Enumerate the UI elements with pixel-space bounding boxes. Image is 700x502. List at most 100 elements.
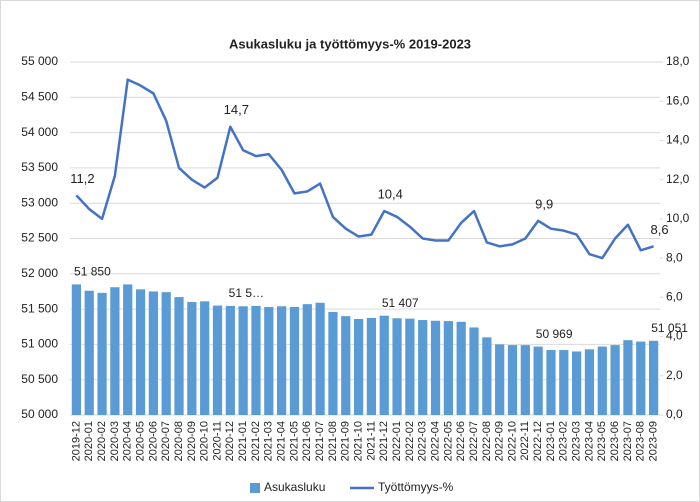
x-tick-label: 2021-05 — [288, 421, 300, 461]
x-tick-label: 2021-01 — [237, 421, 249, 461]
line-value-label: 11,2 — [70, 171, 94, 186]
y2-tick-label: 4,0 — [666, 329, 683, 343]
line-value-label: 14,7 — [224, 102, 249, 117]
legend-swatch — [250, 483, 260, 493]
bar — [328, 311, 338, 415]
bar — [418, 320, 428, 415]
y-tick-label: 54 000 — [21, 125, 58, 139]
y2-tick-label: 0,0 — [666, 407, 683, 421]
bar — [97, 292, 107, 415]
y2-tick-label: 14,0 — [666, 133, 690, 147]
bar — [533, 346, 543, 415]
x-tick-label: 2020-12 — [224, 421, 236, 461]
bar — [110, 287, 120, 415]
x-tick-label: 2022-09 — [494, 421, 506, 461]
legend-label: Työttömyys-% — [378, 480, 454, 494]
bar — [597, 346, 607, 415]
x-tick-label: 2020-06 — [147, 421, 159, 461]
x-tick-label: 2022-11 — [519, 421, 531, 461]
bar — [200, 301, 210, 415]
x-tick-label: 2021-02 — [250, 421, 262, 461]
bar — [148, 291, 158, 415]
bar — [251, 305, 261, 415]
x-tick-label: 2021-07 — [314, 421, 326, 461]
bar — [507, 345, 518, 415]
x-tick-label: 2021-12 — [378, 421, 390, 461]
bar — [482, 337, 492, 415]
x-tick-label: 2020-09 — [186, 421, 198, 461]
bar — [135, 289, 146, 415]
bar — [443, 321, 453, 415]
bar — [610, 345, 620, 415]
y2-tick-label: 6,0 — [666, 290, 683, 304]
bar — [520, 345, 530, 415]
bar — [546, 350, 556, 415]
bar — [238, 306, 248, 415]
bar-value-label: 51 850 — [74, 265, 111, 279]
y-tick-label: 53 000 — [21, 195, 58, 209]
x-tick-label: 2022-04 — [429, 421, 441, 461]
y2-tick-label: 10,0 — [666, 211, 690, 225]
bar-value-label: 51 407 — [382, 296, 419, 310]
x-tick-label: 2022-12 — [532, 421, 544, 461]
x-tick-label: 2020-05 — [134, 421, 146, 461]
y-tick-label: 50 000 — [21, 407, 58, 421]
bar — [559, 350, 569, 415]
x-tick-label: 2023-04 — [583, 421, 595, 461]
bar — [648, 340, 659, 415]
x-tick-label: 2021-08 — [327, 421, 339, 461]
x-tick-label: 2020-01 — [83, 421, 95, 461]
x-tick-label: 2023-08 — [635, 421, 647, 461]
bar — [264, 306, 274, 415]
x-tick-label: 2023-07 — [622, 421, 634, 461]
y2-tick-label: 16,0 — [666, 93, 690, 107]
bar-value-label: 50 969 — [536, 327, 573, 341]
y-tick-label: 51 500 — [21, 301, 58, 315]
bar — [456, 321, 466, 415]
x-tick-label: 2020-08 — [173, 421, 185, 461]
x-tick-label: 2021-04 — [276, 421, 288, 461]
y-tick-label: 53 500 — [21, 160, 58, 174]
x-tick-label: 2023-05 — [596, 421, 608, 461]
bar — [469, 327, 479, 415]
x-tick-label: 2022-10 — [506, 421, 518, 461]
bar — [405, 318, 415, 415]
y-tick-label: 51 000 — [21, 337, 58, 351]
y-tick-label: 50 500 — [21, 372, 58, 386]
chart-title: Asukasluku ja työttömyys-% 2019-2023 — [229, 36, 471, 51]
bar-value-label: 51 051 — [651, 321, 688, 335]
x-tick-label: 2020-03 — [109, 421, 121, 461]
x-tick-label: 2022-01 — [391, 421, 403, 461]
x-tick-label: 2020-07 — [160, 421, 172, 461]
y-tick-label: 52 000 — [21, 266, 58, 280]
x-tick-label: 2021-11 — [365, 421, 377, 461]
bar — [302, 304, 312, 415]
x-tick-label: 2020-11 — [211, 421, 223, 461]
bar — [161, 292, 171, 415]
bar-value-label: 51 5… — [229, 286, 264, 300]
y-tick-label: 52 500 — [21, 231, 58, 245]
y2-tick-label: 8,0 — [666, 250, 683, 264]
x-tick-label: 2022-06 — [455, 421, 467, 461]
bar — [584, 349, 595, 415]
x-tick-label: 2020-02 — [96, 421, 108, 461]
x-tick-label: 2021-03 — [263, 421, 275, 461]
x-tick-label: 2022-07 — [468, 421, 480, 461]
line-value-label: 10,4 — [378, 186, 403, 201]
line-series — [75, 78, 654, 260]
x-tick-label: 2022-08 — [481, 421, 493, 461]
x-tick-label: 2023-09 — [647, 421, 659, 461]
x-tick-label: 2023-06 — [609, 421, 621, 461]
bar — [123, 284, 133, 415]
line-value-label: 8,6 — [651, 222, 669, 237]
x-tick-label: 2020-10 — [199, 421, 211, 461]
bar — [636, 341, 646, 415]
x-tick-label: 2022-02 — [404, 421, 416, 461]
x-tick-label: 2019-12 — [70, 421, 82, 461]
bar — [341, 316, 351, 415]
bar — [379, 315, 389, 415]
y2-tick-label: 18,0 — [666, 54, 690, 68]
line-value-label: 9,9 — [535, 196, 553, 211]
